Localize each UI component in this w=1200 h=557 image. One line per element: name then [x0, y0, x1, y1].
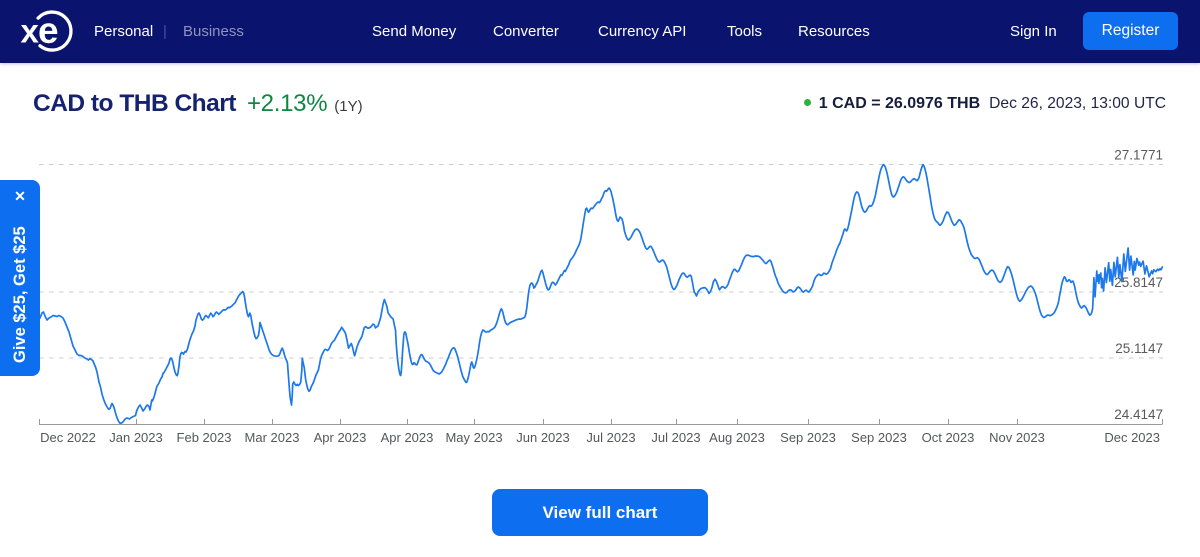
svg-text:Dec 2022: Dec 2022: [40, 430, 96, 445]
svg-text:Sep 2023: Sep 2023: [851, 430, 907, 445]
svg-text:27.1771: 27.1771: [1114, 148, 1163, 163]
svg-text:Mar 2023: Mar 2023: [245, 430, 300, 445]
svg-text:24.4147: 24.4147: [1114, 407, 1163, 422]
svg-text:Apr 2023: Apr 2023: [314, 430, 367, 445]
svg-text:Oct 2023: Oct 2023: [922, 430, 975, 445]
svg-text:25.8147: 25.8147: [1114, 275, 1163, 290]
svg-text:Apr 2023: Apr 2023: [381, 430, 434, 445]
svg-text:Jun 2023: Jun 2023: [516, 430, 570, 445]
svg-text:Sep 2023: Sep 2023: [780, 430, 836, 445]
svg-text:Jan 2023: Jan 2023: [109, 430, 163, 445]
svg-text:x: x: [21, 13, 40, 50]
svg-text:e: e: [38, 10, 59, 51]
svg-text:Jul 2023: Jul 2023: [586, 430, 635, 445]
svg-text:Dec 2023: Dec 2023: [1104, 430, 1160, 445]
svg-text:Aug 2023: Aug 2023: [709, 430, 765, 445]
svg-text:Nov 2023: Nov 2023: [989, 430, 1045, 445]
svg-text:25.1147: 25.1147: [1115, 341, 1163, 356]
svg-text:Jul 2023: Jul 2023: [651, 430, 700, 445]
svg-text:Feb 2023: Feb 2023: [177, 430, 232, 445]
svg-text:May 2023: May 2023: [445, 430, 502, 445]
